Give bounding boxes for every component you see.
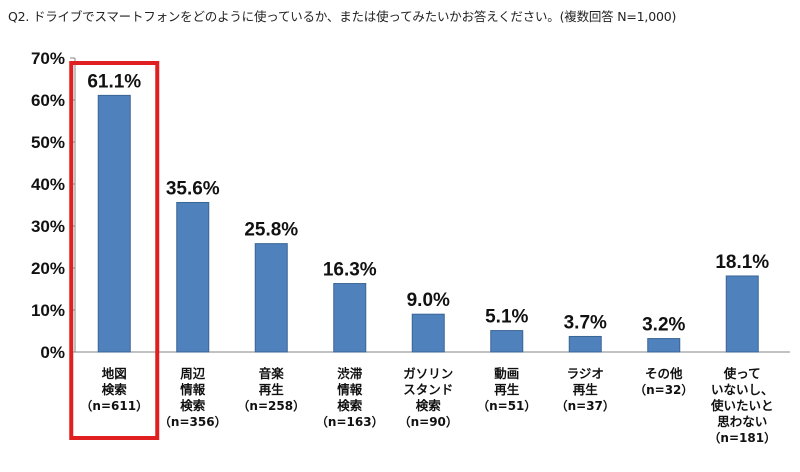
category-count: （n=611） bbox=[80, 398, 148, 413]
category-label: 情報 bbox=[337, 382, 363, 397]
bar bbox=[254, 243, 288, 353]
y-tick-label: 70% bbox=[31, 49, 65, 68]
y-tick-label: 50% bbox=[31, 133, 65, 152]
category-label: 再生 bbox=[259, 382, 285, 397]
category-count: （n=258） bbox=[237, 398, 305, 413]
category-label: 検索 bbox=[337, 398, 363, 413]
data-labels: 61.1% 35.6% 25.8% 16.3% 9.0% 5.1% 3.7% 3.2% 18.1… bbox=[87, 71, 769, 335]
category-count: （n=163） bbox=[316, 414, 384, 429]
data-label: 3.7% bbox=[564, 312, 607, 333]
bar bbox=[176, 201, 210, 353]
bar bbox=[333, 283, 367, 353]
category-count: （n=356） bbox=[159, 414, 227, 429]
y-tick-label: 60% bbox=[31, 91, 65, 110]
category-label: 地図 bbox=[102, 366, 127, 381]
data-label: 9.0% bbox=[407, 290, 450, 311]
bar bbox=[725, 275, 759, 353]
bar bbox=[490, 330, 524, 353]
category-label: 音楽 bbox=[259, 366, 285, 381]
y-tick-label: 40% bbox=[31, 175, 65, 194]
question-title: Q2. ドライブでスマートフォンをどのように使っているか、または使ってみたいかお… bbox=[8, 9, 677, 24]
bar bbox=[568, 335, 602, 353]
data-label: 5.1% bbox=[485, 307, 528, 328]
category-label: 検索 bbox=[180, 398, 206, 413]
highlight-box bbox=[69, 61, 160, 440]
category-label: その他 bbox=[645, 366, 683, 381]
category-count: （n=90） bbox=[399, 414, 458, 429]
category-label: 渋滞 bbox=[337, 366, 363, 381]
category-label: スタンド bbox=[403, 382, 453, 397]
highlight-box-rect bbox=[69, 61, 160, 440]
data-label: 18.1% bbox=[715, 252, 769, 273]
data-label: 61.1% bbox=[87, 71, 141, 92]
category-label: 情報 bbox=[180, 382, 206, 397]
data-label: 35.6% bbox=[166, 178, 220, 199]
category-label: 再生 bbox=[494, 382, 520, 397]
category-label: ラジオ bbox=[567, 366, 604, 381]
category-label: 使って bbox=[723, 366, 761, 381]
category-label: 思わない bbox=[717, 414, 767, 429]
category-label: 周辺 bbox=[180, 366, 206, 381]
y-tick-label: 0% bbox=[40, 343, 65, 362]
bar bbox=[97, 94, 131, 353]
category-count: （n=181） bbox=[708, 430, 776, 445]
data-label: 3.2% bbox=[642, 315, 685, 336]
category-label: 再生 bbox=[573, 382, 599, 397]
y-tick-label: 10% bbox=[31, 301, 65, 320]
y-tick-label: 20% bbox=[31, 259, 65, 278]
data-label: 16.3% bbox=[323, 260, 377, 281]
category-label: ガソリン bbox=[403, 366, 453, 381]
category-label: 検索 bbox=[102, 382, 128, 397]
bar bbox=[411, 313, 445, 353]
category-label: 検索 bbox=[416, 398, 442, 413]
category-label: 使いたいと bbox=[710, 398, 774, 413]
category-count: （n=51） bbox=[477, 398, 536, 413]
category-label: 動画 bbox=[494, 366, 519, 381]
category-count: （n=32） bbox=[634, 382, 693, 397]
category-label: いないし、 bbox=[711, 382, 774, 397]
category-labels: 地図検索（n=611）周辺情報検索（n=356）音楽再生（n=258）渋滞情報検… bbox=[80, 366, 776, 445]
bars bbox=[97, 94, 759, 353]
bar bbox=[647, 338, 681, 353]
y-tick-label: 30% bbox=[31, 217, 65, 236]
data-label: 25.8% bbox=[244, 220, 298, 241]
category-count: （n=37） bbox=[556, 398, 615, 413]
